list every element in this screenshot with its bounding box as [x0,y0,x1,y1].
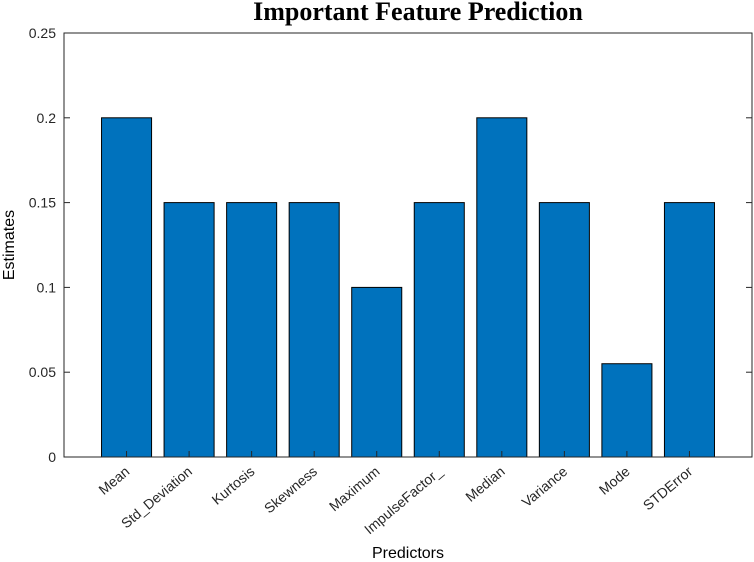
y-axis-label: Estimates [1,210,18,280]
bars-group [101,117,715,458]
bar-mean [101,117,153,458]
y-tick-label: 0 [48,449,56,465]
bar-std-deviation [163,202,215,458]
x-axis-label: Predictors [372,545,444,562]
y-tick-label: 0.25 [29,25,56,41]
bar-variance [538,202,590,458]
bar-median [476,117,528,458]
bar-mode [601,363,653,458]
y-tick-label: 0.1 [37,279,57,295]
y-tick-label: 0.2 [37,110,57,126]
y-tick-label: 0.15 [29,195,56,211]
ticks-group: 0 0.05 0.1 0.15 0.2 0.25 [29,25,752,465]
bar-maximum [351,286,403,458]
x-category-label: Kurtosis [209,463,258,508]
x-category-label: Mode [596,463,633,498]
chart-title: Important Feature Prediction [253,0,583,26]
axes-box [63,32,753,458]
bar-impulsefactor [413,202,465,458]
bar-skewness [288,202,340,458]
x-category-label: STDError [640,463,696,513]
x-category-label: Maximum [326,463,383,514]
x-category-label: Median [462,463,507,505]
y-tick-label: 0.05 [29,364,56,380]
x-category-label: Variance [518,463,570,510]
x-category-label: Mean [95,463,132,498]
bar-kurtosis [226,202,278,458]
bar-stderror [663,202,715,458]
x-category-label: Skewness [261,463,320,516]
